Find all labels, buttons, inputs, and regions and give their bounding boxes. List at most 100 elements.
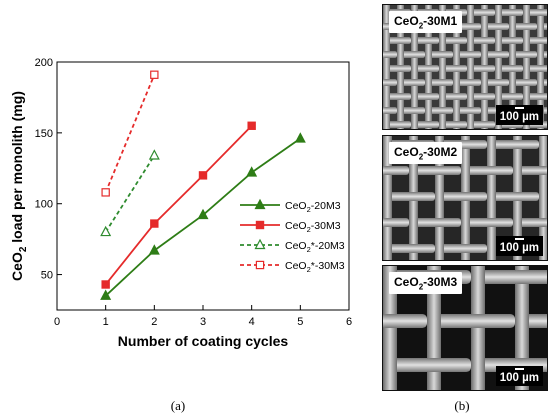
mesh-wire-horizontal — [437, 51, 453, 58]
mesh-wire-horizontal — [423, 93, 439, 100]
mesh-wire-horizontal — [460, 51, 467, 58]
data-point — [254, 198, 266, 210]
mesh-wire-horizontal — [535, 37, 547, 44]
mesh-wire-vertical — [439, 5, 446, 129]
mesh-wire-horizontal — [479, 121, 495, 128]
mesh-wire-horizontal — [474, 65, 481, 72]
mesh-wire-horizontal — [493, 23, 509, 30]
mesh-wire-horizontal — [544, 107, 547, 114]
scale-bar: 100 µm — [495, 366, 543, 386]
mesh-wire-horizontal — [535, 9, 547, 16]
mesh-wire-horizontal — [418, 218, 435, 227]
series-line — [104, 74, 156, 193]
mesh-wire-horizontal — [544, 51, 547, 58]
data-point — [197, 208, 209, 220]
mesh-wire-horizontal — [488, 51, 495, 58]
mesh-wire-horizontal — [488, 23, 495, 30]
mesh-wire-horizontal — [392, 244, 409, 253]
mesh-wire-horizontal — [451, 37, 467, 44]
mesh-wire-horizontal — [446, 65, 453, 72]
mesh-wire-horizontal — [507, 37, 523, 44]
mesh-wire-horizontal — [529, 314, 547, 328]
mesh-wire-horizontal — [418, 37, 425, 44]
mesh-wire-horizontal — [404, 79, 411, 86]
data-point — [246, 166, 258, 177]
mesh-wire-horizontal — [432, 79, 439, 86]
mesh-wire-horizontal — [521, 79, 537, 86]
scale-line — [514, 107, 524, 109]
mesh-wire-horizontal — [474, 37, 481, 44]
data-point — [150, 70, 159, 79]
mesh-wire-horizontal — [437, 107, 453, 114]
mesh-wire-horizontal — [516, 51, 523, 58]
mesh-wire-horizontal — [395, 37, 411, 44]
mesh-wire-horizontal — [395, 121, 411, 128]
mesh-wire-horizontal — [516, 79, 523, 86]
mesh-wire-horizontal — [407, 192, 435, 201]
mesh-wire-horizontal — [433, 218, 461, 227]
x-axis-label: Number of coating cycles — [118, 333, 289, 349]
mesh-wire-vertical — [411, 5, 418, 129]
mesh-wire-horizontal — [451, 121, 467, 128]
mesh-wire-horizontal — [521, 23, 537, 30]
mesh-wire-horizontal — [511, 192, 539, 201]
mesh-wire-horizontal — [521, 51, 537, 58]
mesh-wire-horizontal — [513, 270, 547, 284]
mesh-wire-horizontal — [496, 192, 513, 201]
legend-label: CeO2-20M3 — [285, 200, 341, 214]
mesh-wire-horizontal — [470, 166, 487, 175]
mesh-wire-horizontal — [530, 37, 537, 44]
mesh-wire-horizontal — [544, 23, 547, 30]
data-point — [255, 260, 265, 270]
mesh-wire-horizontal — [441, 314, 471, 328]
scale-line — [514, 368, 524, 370]
mesh-wire-horizontal — [470, 218, 487, 227]
mesh-wire-horizontal — [383, 51, 397, 58]
mesh-wire-vertical — [539, 136, 547, 260]
mesh-wire-vertical — [523, 5, 530, 129]
sem-image-30m3: CeO2-30M3 100 µm — [382, 265, 548, 391]
sem-image-30m1: CeO2-30M1 100 µm — [382, 4, 548, 130]
mesh-wire-vertical — [467, 5, 474, 129]
mesh-wire-horizontal — [459, 244, 487, 253]
mesh-wire-horizontal — [451, 93, 467, 100]
mesh-wire-horizontal — [502, 93, 509, 100]
mesh-wire-horizontal — [390, 121, 397, 128]
mesh-wire-horizontal — [459, 192, 487, 201]
mesh-wire-horizontal — [446, 121, 453, 128]
mesh-wire-horizontal — [502, 65, 509, 72]
mesh-wire-horizontal — [496, 140, 513, 149]
mesh-wire-horizontal — [433, 166, 461, 175]
mesh-wire-horizontal — [493, 79, 509, 86]
mesh-wire-horizontal — [444, 192, 461, 201]
mesh-wire-horizontal — [479, 37, 495, 44]
x-tick-label: 5 — [297, 316, 303, 328]
mesh-wire-horizontal — [474, 9, 481, 16]
mesh-wire-horizontal — [465, 79, 481, 86]
mesh-wire-horizontal — [530, 93, 537, 100]
sem-label: CeO2-30M3 — [389, 272, 463, 295]
mesh-wire-horizontal — [485, 270, 515, 284]
mesh-wire-vertical — [495, 5, 502, 129]
mesh-wire-horizontal — [383, 314, 427, 328]
mesh-wire-horizontal — [511, 140, 539, 149]
scale-bar: 100 µm — [495, 105, 543, 125]
series-line — [104, 155, 156, 233]
mesh-wire-vertical — [383, 136, 392, 260]
mesh-wire-horizontal — [425, 358, 471, 372]
mesh-wire-horizontal — [460, 107, 467, 114]
legend-label: CeO2*-20M3 — [285, 240, 345, 254]
mesh-wire-horizontal — [502, 37, 509, 44]
data-point — [254, 238, 266, 250]
mesh-wire-horizontal — [423, 65, 439, 72]
mesh-micrograph — [383, 136, 547, 260]
mesh-wire-horizontal — [479, 9, 495, 16]
mesh-wire-horizontal — [395, 93, 411, 100]
mesh-wire-horizontal — [409, 51, 425, 58]
caption-b: (b) — [454, 398, 470, 413]
scale-bar: 100 µm — [495, 236, 543, 256]
mesh-wire-horizontal — [507, 65, 523, 72]
mesh-wire-horizontal — [537, 218, 547, 227]
data-point — [101, 188, 110, 197]
mesh-wire-horizontal — [446, 93, 453, 100]
